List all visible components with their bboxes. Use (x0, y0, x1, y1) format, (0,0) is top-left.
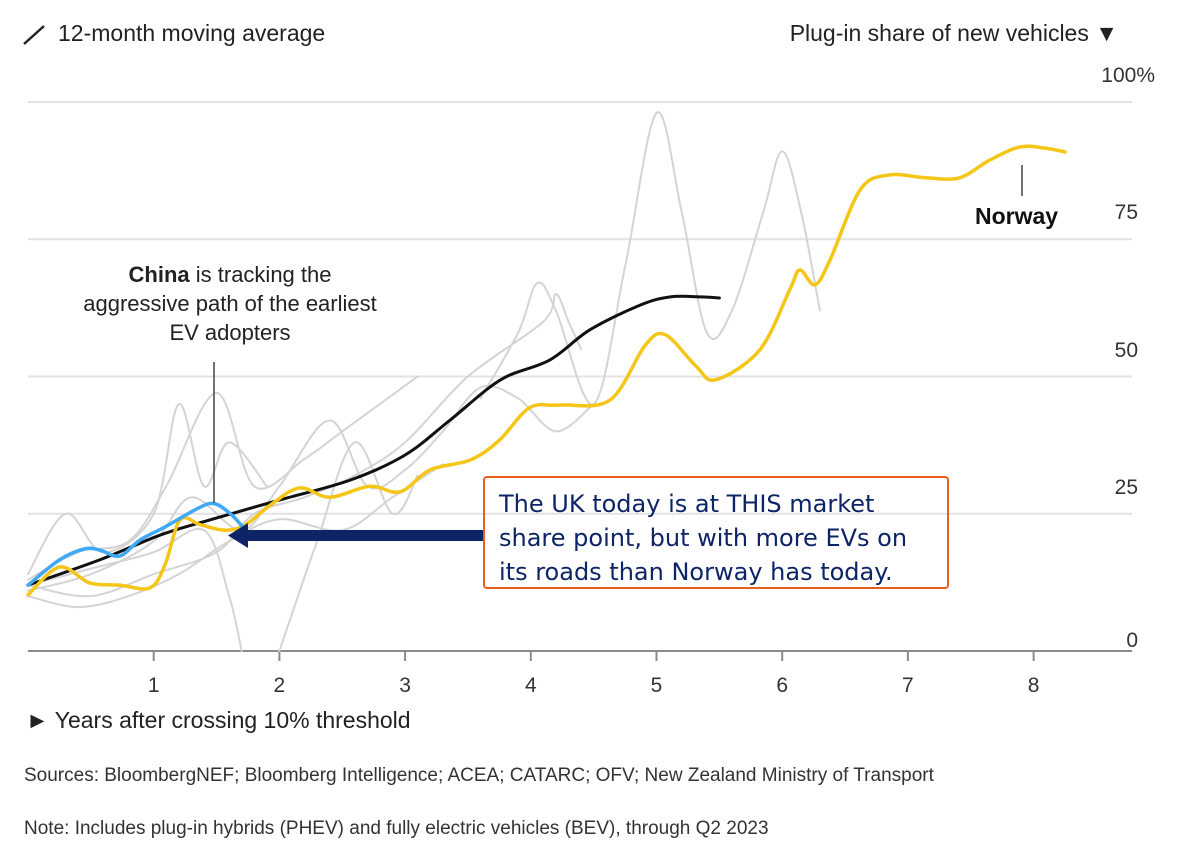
diagonal-line-icon (23, 25, 45, 45)
other-country-line (479, 111, 821, 405)
other-country-line (27, 402, 268, 576)
x-tick-label: 6 (776, 674, 789, 697)
y-tick-label: 0 (1126, 629, 1138, 652)
x-tick-label: 8 (1027, 674, 1040, 697)
yaxis-title: Plug-in share of new vehicles ▼ (789, 20, 1118, 46)
x-tick-label: 4 (524, 674, 537, 697)
x-tick-label: 2 (273, 674, 286, 697)
y-tick-label: 50 (1114, 338, 1138, 362)
x-tick-label: 3 (399, 674, 411, 697)
other-country-line (27, 527, 243, 652)
average-line (26, 294, 721, 587)
china-annotation-text: is tracking the aggressive path of the e… (83, 262, 377, 345)
norway-label: Norway (975, 203, 1059, 229)
xaxis-label: ► Years after crossing 10% threshold (26, 707, 411, 733)
other-country-line (27, 293, 583, 598)
x-tick-label: 7 (902, 674, 914, 697)
other-country-line (27, 384, 595, 592)
china-annotation: China is tracking the aggressive path of… (80, 260, 380, 347)
sources: Sources: BloombergNEF; Bloomberg Intelli… (24, 765, 934, 786)
y-tick-label: 25 (1114, 475, 1138, 499)
other-country-line (27, 375, 419, 581)
uk-arrow (228, 523, 484, 548)
series-lines (26, 111, 1067, 652)
y-tick-label: 100% (1101, 64, 1155, 87)
legend-label: 12-month moving average (58, 20, 326, 46)
x-tick-label: 1 (147, 674, 160, 697)
china-line (26, 501, 248, 587)
x-tick-label: 5 (650, 674, 663, 697)
y-tick-label: 75 (1114, 201, 1138, 225)
other-country-line (278, 441, 419, 652)
other-country-line (27, 463, 444, 609)
china-label: China (128, 262, 190, 287)
note: Note: Includes plug-in hybrids (PHEV) an… (24, 818, 769, 839)
uk-callout: The UK today is at THIS market share poi… (483, 476, 949, 589)
